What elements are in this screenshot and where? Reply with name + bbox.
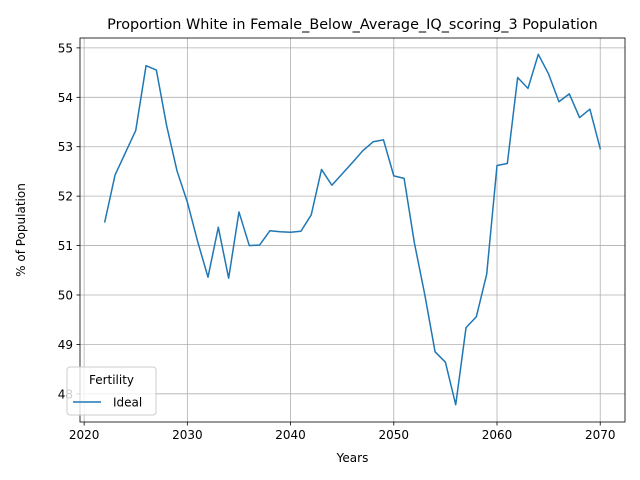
x-tick-label-2070: 2070 — [585, 428, 616, 442]
y-tick-label-51: 51 — [58, 239, 73, 253]
series-line-ideal — [103, 53, 602, 406]
legend: Fertility Ideal — [66, 366, 157, 416]
y-tick-label-54: 54 — [58, 91, 73, 105]
grid-lines — [80, 38, 625, 422]
x-tick-label-2060: 2060 — [482, 428, 513, 442]
x-axis-ticks: 2020 2030 2040 2050 2060 2070 — [69, 422, 616, 442]
legend-box — [66, 366, 157, 416]
legend-title: Fertility — [89, 373, 134, 387]
legend-label-ideal: Ideal — [113, 396, 142, 410]
x-axis-label: Years — [336, 451, 369, 465]
y-tick-label-50: 50 — [58, 288, 73, 302]
y-axis-label: % of Population — [14, 183, 28, 277]
y-tick-label-52: 52 — [58, 190, 73, 204]
x-tick-label-2030: 2030 — [172, 428, 203, 442]
y-tick-label-55: 55 — [58, 41, 73, 55]
x-tick-label-2020: 2020 — [69, 428, 100, 442]
chart-title: Proportion White in Female_Below_Average… — [107, 17, 598, 33]
y-tick-label-49: 49 — [58, 338, 73, 352]
x-tick-label-2040: 2040 — [275, 428, 306, 442]
series-layer — [103, 53, 602, 406]
y-tick-label-53: 53 — [58, 140, 73, 154]
plot-area-frame — [79, 37, 626, 423]
x-tick-label-2050: 2050 — [379, 428, 410, 442]
